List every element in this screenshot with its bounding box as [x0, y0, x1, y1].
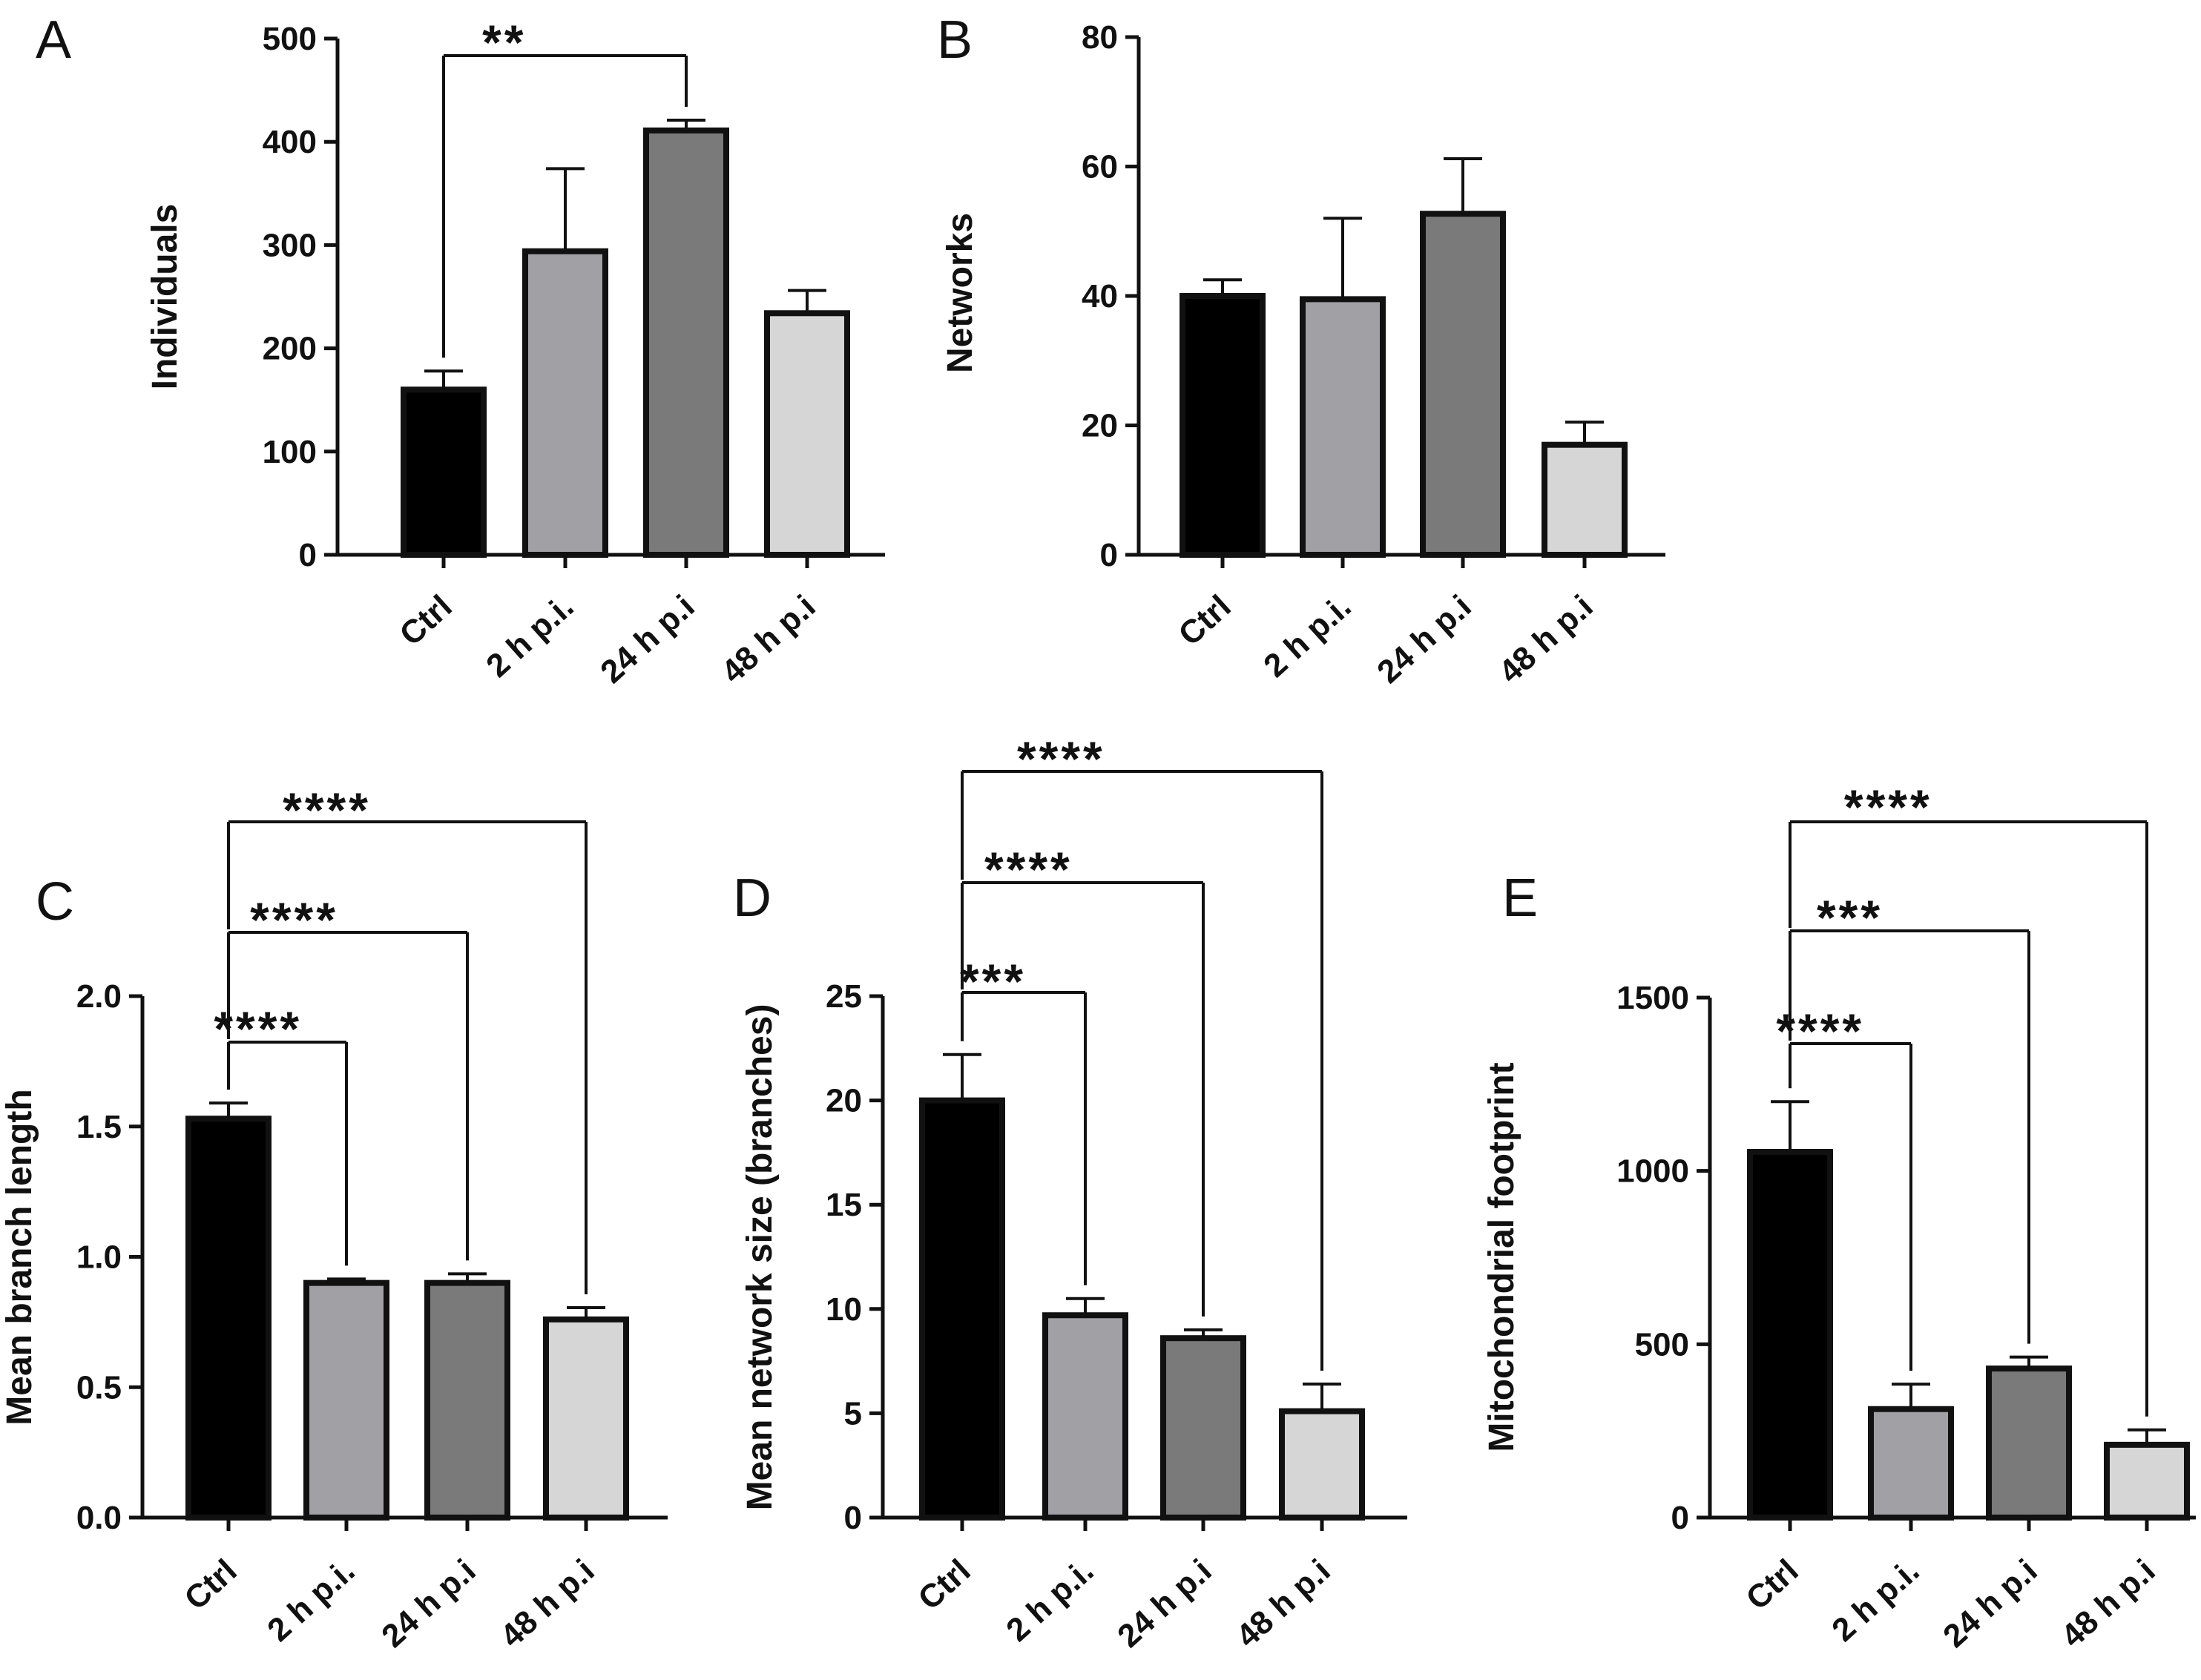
- x-tick-label: 24 h p.i: [593, 588, 701, 691]
- bar: [543, 1316, 629, 1521]
- significance-label: ****: [984, 842, 1073, 897]
- significance-label: ****: [283, 783, 371, 837]
- y-tick-label: 0: [844, 1500, 862, 1536]
- y-axis-title: Individuals: [145, 204, 185, 390]
- bar: [1868, 1406, 1954, 1521]
- x-tick-label: 2 h p.i.: [479, 588, 580, 685]
- significance-label: ***: [960, 954, 1026, 1009]
- y-axis-title: Networks: [941, 213, 980, 373]
- y-tick-label: 1.0: [76, 1239, 122, 1276]
- bar: [1180, 293, 1266, 558]
- y-tick-label: 40: [1082, 278, 1118, 314]
- y-tick-label: 200: [263, 331, 317, 367]
- bar: [1160, 1335, 1246, 1521]
- x-tick-label: Ctrl: [1740, 1552, 1806, 1617]
- bar: [401, 386, 487, 559]
- chart-panel-b: B 0 20 40 60 80 Networks Ctrl 2 h p.i. 24 h p.i 48…: [937, 10, 1665, 691]
- bar: [1279, 1408, 1365, 1521]
- x-tick-label: 24 h p.i: [1111, 1552, 1218, 1655]
- x-tick-label: 48 h p.i: [2054, 1552, 2162, 1655]
- panel-letter: E: [1502, 869, 1538, 928]
- x-tick-label: 24 h p.i: [375, 1552, 482, 1655]
- bar: [2104, 1441, 2190, 1521]
- x-tick-label: 48 h p.i: [714, 588, 822, 691]
- x-tick-label: 24 h p.i: [1936, 1552, 2044, 1655]
- significance-label: ****: [1844, 780, 1932, 834]
- y-axis-title: Mean branch length: [0, 1089, 39, 1425]
- x-tick-label: 48 h p.i: [1229, 1552, 1337, 1655]
- y-tick-label: 0: [1671, 1500, 1689, 1536]
- y-tick-label: 5: [844, 1395, 862, 1432]
- y-tick-label: 20: [826, 1083, 862, 1119]
- panel-letter: C: [36, 872, 74, 932]
- chart-panel-e: E 0 500 1000 1500 Mitochondrial footprint Ctrl…: [1482, 780, 2196, 1655]
- bar: [522, 248, 608, 558]
- significance-label: ****: [1017, 731, 1105, 786]
- panel-letter: B: [937, 10, 973, 70]
- chart-panel-d: D 0 5 10 15 20 25 Mean network size (branches) C…: [733, 731, 1407, 1655]
- bar: [643, 127, 729, 558]
- y-tick-label: 20: [1082, 408, 1118, 444]
- x-tick-label: Ctrl: [178, 1552, 244, 1617]
- bar: [1986, 1366, 2072, 1521]
- bar: [185, 1116, 272, 1521]
- y-tick-label: 400: [263, 124, 317, 160]
- chart-panel-a: A 0 100 200 300 400 500 Individuals Ctrl 2 h p.i.…: [36, 10, 885, 691]
- y-tick-label: 1500: [1616, 980, 1689, 1016]
- y-tick-label: 0.0: [76, 1500, 122, 1536]
- y-tick-label: 60: [1082, 149, 1118, 185]
- bar: [919, 1097, 1005, 1521]
- y-tick-label: 300: [263, 227, 317, 263]
- y-tick-label: 100: [263, 434, 317, 470]
- y-tick-label: 0: [299, 537, 317, 573]
- significance-label: ****: [250, 892, 338, 947]
- y-tick-label: 500: [263, 21, 317, 57]
- x-tick-label: 2 h p.i.: [260, 1552, 361, 1649]
- y-tick-label: 25: [826, 978, 862, 1015]
- bar: [303, 1279, 389, 1521]
- x-tick-label: 2 h p.i.: [1825, 1552, 1926, 1649]
- panel-letter: D: [733, 869, 771, 928]
- x-tick-label: 2 h p.i.: [1257, 588, 1358, 685]
- x-tick-label: Ctrl: [1172, 588, 1238, 653]
- y-tick-label: 500: [1635, 1326, 1689, 1363]
- y-axis-title: Mean network size (branches): [740, 1004, 780, 1511]
- y-tick-label: 10: [826, 1291, 862, 1328]
- y-tick-label: 1000: [1616, 1153, 1689, 1190]
- bar: [764, 310, 850, 558]
- y-tick-label: 0: [1100, 537, 1118, 573]
- bar: [1042, 1312, 1128, 1521]
- y-tick-label: 15: [826, 1187, 862, 1223]
- bar: [1542, 441, 1628, 558]
- significance-label: ***: [1817, 890, 1883, 945]
- x-tick-label: Ctrl: [912, 1552, 978, 1617]
- x-tick-label: Ctrl: [393, 588, 459, 653]
- x-tick-label: 48 h p.i: [493, 1552, 601, 1655]
- bar: [424, 1279, 510, 1521]
- y-tick-label: 80: [1082, 19, 1118, 56]
- y-tick-label: 2.0: [76, 978, 122, 1015]
- bar: [1747, 1148, 1833, 1521]
- y-tick-label: 1.5: [76, 1109, 122, 1145]
- x-tick-label: 48 h p.i: [1492, 588, 1599, 691]
- x-tick-label: 24 h p.i: [1370, 588, 1478, 691]
- y-axis-title: Mitochondrial footprint: [1482, 1062, 1521, 1452]
- x-tick-label: 2 h p.i.: [999, 1552, 1100, 1649]
- chart-panel-c: C 0.0 0.5 1.0 1.5 2.0 Mean branch length Ctrl 2 …: [0, 783, 668, 1655]
- bar: [1420, 211, 1506, 558]
- significance-label: **: [482, 15, 526, 70]
- y-tick-label: 0.5: [76, 1369, 122, 1406]
- bar: [1300, 296, 1386, 558]
- panel-letter: A: [36, 10, 71, 70]
